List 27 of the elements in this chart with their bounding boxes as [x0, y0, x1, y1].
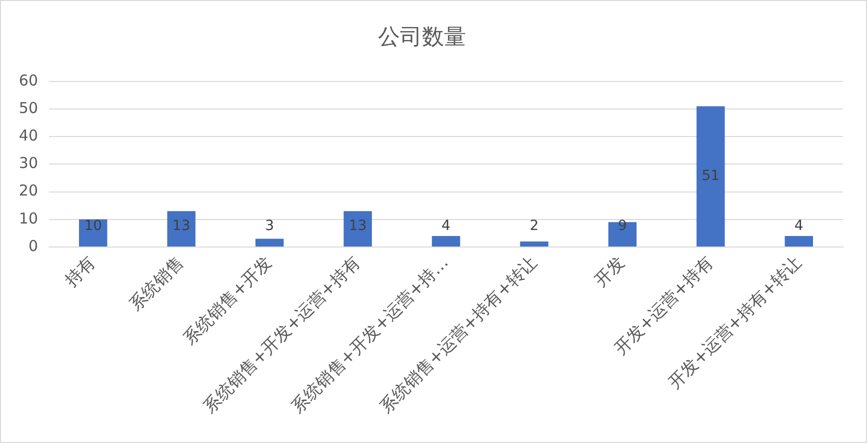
y-tick-label: 30	[18, 154, 38, 172]
data-label: 51	[702, 168, 720, 184]
bar	[432, 236, 460, 246]
x-tick-label: 开发	[590, 252, 630, 291]
data-label: 9	[618, 218, 627, 234]
bar	[167, 211, 196, 246]
bar	[784, 236, 814, 246]
bar	[696, 106, 725, 246]
data-label: 3	[265, 218, 274, 234]
data-label: 13	[172, 218, 190, 234]
x-tick-label: 系统销售	[126, 252, 188, 315]
y-tick-label: 20	[18, 182, 38, 200]
data-label: 4	[794, 218, 804, 234]
data-label: 13	[348, 218, 367, 234]
y-tick-label: 0	[28, 236, 38, 255]
y-tick-label: 60	[18, 71, 38, 90]
y-tick-label: 10	[18, 209, 38, 228]
y-tick-label: 50	[18, 98, 38, 117]
data-label: 4	[442, 218, 451, 234]
bar	[255, 238, 284, 246]
bar	[520, 241, 548, 246]
bar	[344, 211, 372, 246]
data-label: 10	[84, 218, 102, 234]
data-label: 2	[530, 218, 539, 234]
chart-title: 公司数量	[378, 24, 466, 50]
x-tick-label: 持有	[62, 252, 100, 291]
y-tick-label: 40	[18, 126, 38, 144]
